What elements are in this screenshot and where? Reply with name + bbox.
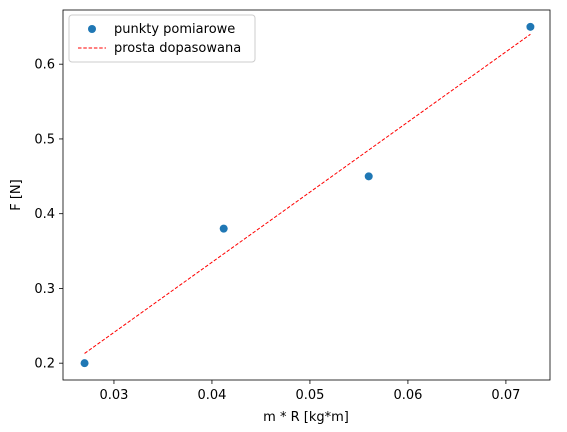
- data-point: [364, 172, 373, 181]
- y-tick-label: 0.2: [34, 357, 55, 372]
- legend-marker-points: [88, 25, 96, 33]
- data-point: [526, 22, 535, 31]
- y-tick-label: 0.4: [34, 207, 55, 222]
- plot-frame: [62, 9, 551, 381]
- legend-label-fit: prosta dopasowana: [114, 41, 241, 56]
- x-tick-label: 0.06: [393, 388, 422, 403]
- legend-label-points: punkty pomiarowe: [114, 22, 235, 37]
- y-axis-ticks: 0.2 0.3 0.4 0.5 0.6: [34, 58, 63, 372]
- data-point: [80, 359, 89, 368]
- y-tick-label: 0.6: [34, 58, 55, 73]
- fit-line: [84, 33, 531, 354]
- y-tick-label: 0.5: [34, 132, 55, 147]
- x-axis-ticks: 0.03 0.04 0.05 0.06 0.07: [99, 380, 520, 403]
- x-tick-label: 0.03: [99, 388, 128, 403]
- fit-line-layer: [84, 33, 531, 354]
- y-axis-label: F [N]: [9, 179, 24, 210]
- legend: punkty pomiarowe prosta dopasowana: [68, 14, 256, 63]
- legend-box: [68, 14, 256, 63]
- data-point: [219, 224, 228, 233]
- x-tick-label: 0.07: [491, 388, 520, 403]
- x-tick-label: 0.05: [295, 388, 324, 403]
- x-tick-label: 0.04: [197, 388, 226, 403]
- points-layer: [80, 22, 535, 368]
- y-tick-label: 0.3: [34, 282, 55, 297]
- x-axis-label: m * R [kg*m]: [263, 410, 349, 425]
